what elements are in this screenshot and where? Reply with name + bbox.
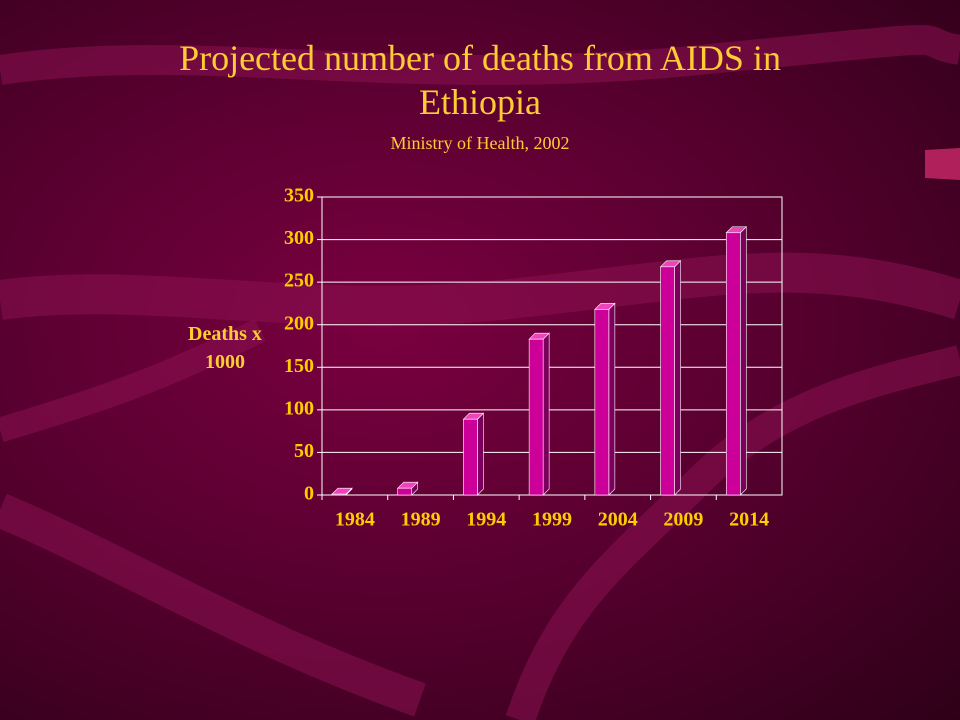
bar [594, 302, 616, 496]
x-tick-label: 1989 [401, 509, 441, 531]
chart-subtitle: Ministry of Health, 2002 [390, 133, 570, 153]
bar [331, 487, 353, 496]
y-tick-label: 100 [284, 397, 314, 419]
x-tick-label: 2014 [729, 509, 769, 531]
x-tick-label: 2009 [663, 509, 703, 531]
x-tick-label: 1984 [335, 509, 375, 531]
y-tick-label: 300 [284, 227, 314, 249]
x-tick-label: 2004 [598, 509, 638, 531]
y-tick-label: 250 [284, 270, 314, 292]
y-tick-label: 50 [294, 440, 314, 462]
y-axis-label: Deaths x 1000 [188, 323, 262, 373]
bar [659, 260, 682, 496]
bar [462, 412, 485, 496]
bar-front [331, 493, 347, 496]
bar-front [463, 418, 478, 496]
y-tick-label: 350 [284, 185, 314, 207]
y-tick-label: 0 [304, 483, 314, 505]
background-ribbons [0, 25, 960, 720]
y-tick-label: 200 [284, 312, 314, 334]
bar [528, 332, 550, 496]
x-tick-label: 1999 [532, 509, 572, 531]
bar-top [331, 487, 353, 495]
x-tick-label: 1994 [466, 509, 506, 531]
bar-side [674, 260, 681, 496]
bar [396, 481, 419, 496]
bar-side [542, 332, 550, 496]
bar-front [397, 487, 413, 496]
bar [725, 226, 748, 496]
bar-side [608, 302, 616, 496]
bar-side [739, 226, 747, 496]
bar-front [528, 338, 544, 496]
bar-front [725, 232, 741, 496]
bar-front [660, 266, 675, 496]
y-tick-label: 150 [284, 355, 314, 377]
bar-side [477, 412, 484, 496]
chart-title: Projected number of deaths from AIDS in … [179, 38, 781, 122]
bar-front [594, 309, 610, 496]
